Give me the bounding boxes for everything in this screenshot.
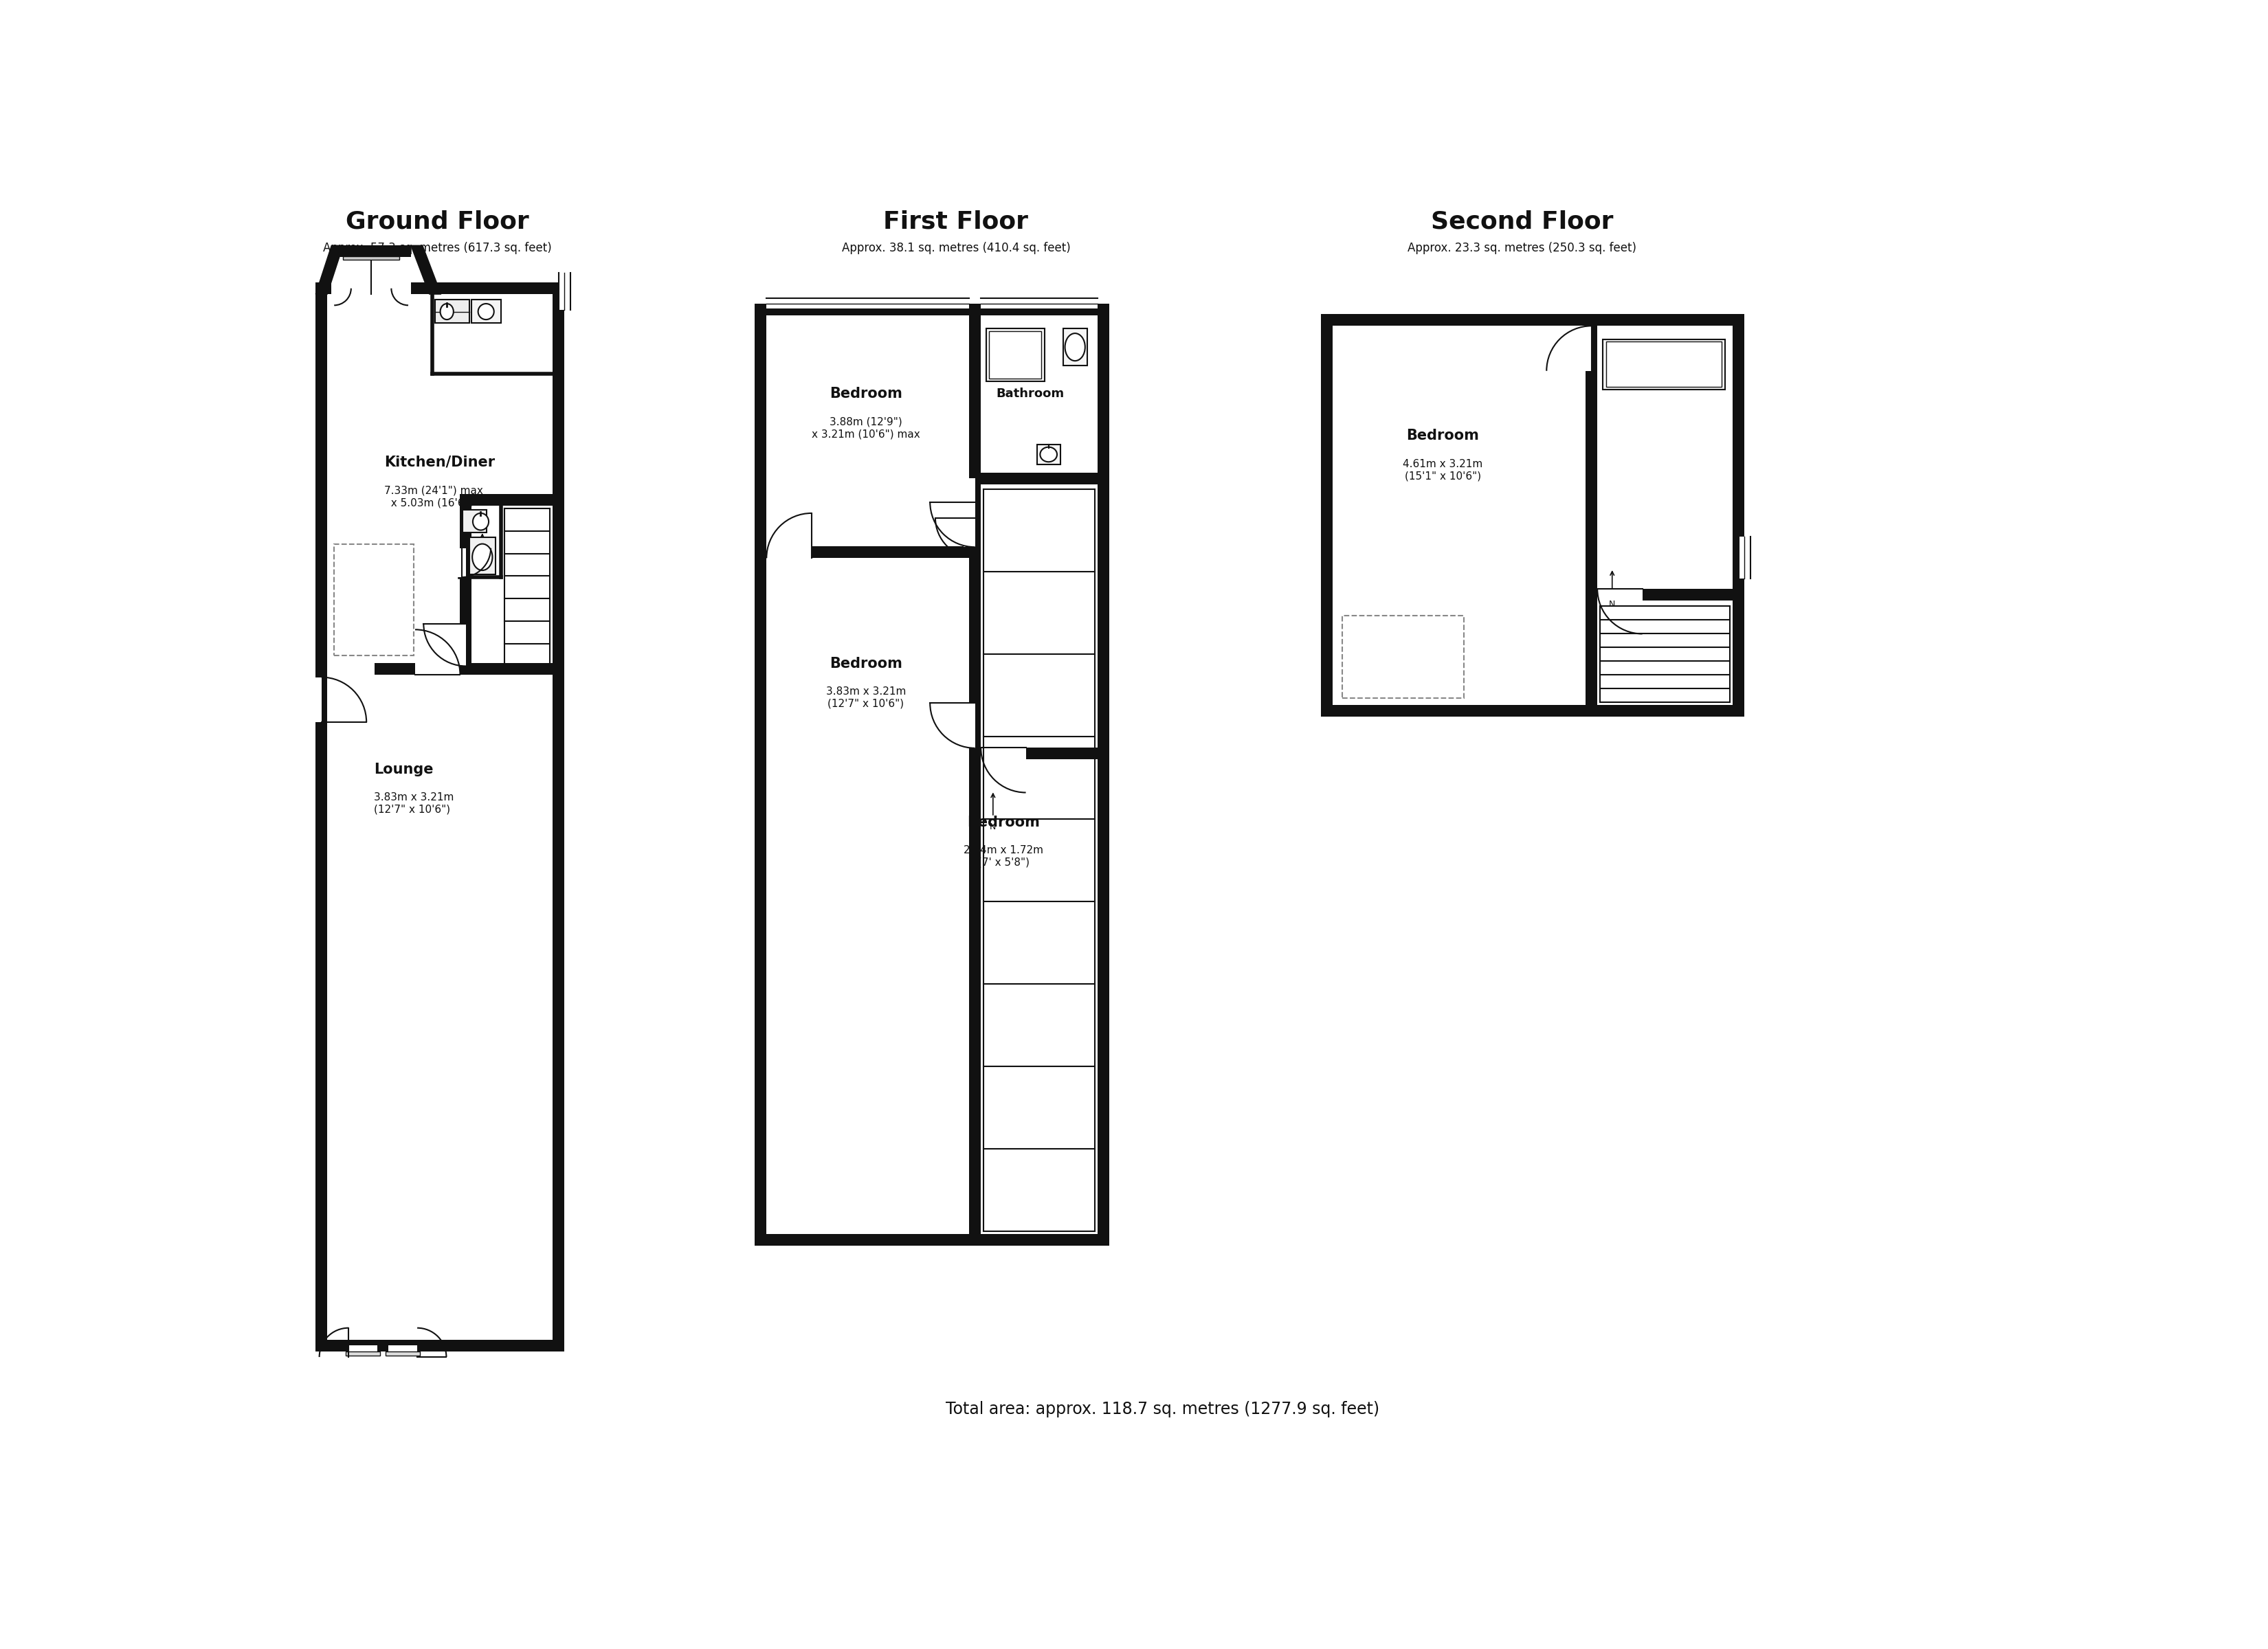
- Bar: [1603, 340, 1726, 389]
- Bar: [1343, 615, 1465, 698]
- Bar: [315, 282, 331, 294]
- Bar: [388, 1346, 417, 1357]
- Bar: [454, 547, 465, 577]
- Bar: [469, 538, 494, 574]
- Bar: [315, 663, 565, 674]
- Text: Approx. 57.3 sq. metres (617.3 sq. feet): Approx. 57.3 sq. metres (617.3 sq. feet): [322, 242, 551, 254]
- Bar: [755, 303, 767, 1245]
- Bar: [767, 298, 968, 310]
- Bar: [989, 331, 1041, 379]
- Polygon shape: [411, 246, 440, 294]
- Text: 3.83m x 3.21m
(12'7" x 10'6"): 3.83m x 3.21m (12'7" x 10'6"): [826, 686, 905, 709]
- Ellipse shape: [440, 303, 454, 320]
- Text: En-suite: En-suite: [1610, 378, 1667, 389]
- Text: N: N: [989, 823, 996, 831]
- Bar: [987, 328, 1046, 381]
- Bar: [1597, 589, 1642, 600]
- Ellipse shape: [472, 513, 488, 529]
- Text: Approx. 38.1 sq. metres (410.4 sq. feet): Approx. 38.1 sq. metres (410.4 sq. feet): [841, 242, 1070, 254]
- Bar: [980, 747, 1025, 759]
- Bar: [1098, 303, 1109, 1245]
- Text: 7.33m (24'1") max
  x 5.03m (16'6"): 7.33m (24'1") max x 5.03m (16'6"): [386, 486, 483, 508]
- Bar: [1740, 536, 1751, 579]
- Bar: [964, 478, 975, 518]
- Text: Lounge: Lounge: [374, 762, 433, 777]
- Text: 3.83m x 3.21m
(12'7" x 10'6"): 3.83m x 3.21m (12'7" x 10'6"): [374, 793, 454, 815]
- Bar: [1581, 327, 1592, 371]
- Bar: [964, 702, 975, 749]
- Bar: [964, 501, 975, 547]
- Ellipse shape: [1041, 447, 1057, 462]
- Text: Total area: approx. 118.7 sq. metres (1277.9 sq. feet): Total area: approx. 118.7 sq. metres (12…: [946, 1402, 1379, 1418]
- Text: Bedroom: Bedroom: [830, 388, 903, 401]
- Bar: [460, 495, 565, 506]
- Bar: [755, 546, 968, 557]
- Text: Ground Floor: Ground Floor: [345, 209, 528, 234]
- Bar: [767, 546, 812, 557]
- Bar: [980, 298, 1098, 310]
- Text: Bedroom: Bedroom: [966, 815, 1041, 829]
- Bar: [463, 510, 488, 533]
- Bar: [1064, 328, 1086, 366]
- Bar: [386, 1351, 420, 1355]
- Ellipse shape: [479, 303, 494, 320]
- Bar: [553, 282, 565, 1351]
- Bar: [411, 282, 565, 294]
- Text: Bedroom: Bedroom: [830, 656, 903, 669]
- Bar: [1320, 315, 1334, 716]
- Text: N: N: [1608, 600, 1615, 608]
- Bar: [454, 623, 465, 666]
- Bar: [755, 303, 1109, 315]
- Text: Bedroom: Bedroom: [1406, 429, 1479, 444]
- Text: N: N: [479, 562, 485, 572]
- Bar: [342, 256, 399, 261]
- Ellipse shape: [472, 544, 492, 571]
- Bar: [415, 663, 460, 674]
- Bar: [968, 303, 980, 1245]
- Bar: [1606, 341, 1721, 388]
- Text: 4.61m x 3.21m
(15'1" x 10'6"): 4.61m x 3.21m (15'1" x 10'6"): [1404, 458, 1483, 482]
- Text: Approx. 23.3 sq. metres (250.3 sq. feet): Approx. 23.3 sq. metres (250.3 sq. feet): [1408, 242, 1637, 254]
- Bar: [331, 246, 411, 257]
- Text: Bathroom: Bathroom: [996, 388, 1064, 399]
- Bar: [968, 473, 1109, 485]
- Bar: [472, 300, 501, 323]
- Bar: [315, 1339, 565, 1351]
- Bar: [333, 544, 413, 656]
- Bar: [435, 300, 469, 323]
- Bar: [345, 1351, 381, 1355]
- Text: 2.14m x 1.72m
(7' x 5'8"): 2.14m x 1.72m (7' x 5'8"): [964, 846, 1043, 867]
- Bar: [1320, 315, 1744, 327]
- Bar: [311, 678, 322, 722]
- Bar: [315, 282, 327, 1351]
- Bar: [460, 495, 472, 669]
- Bar: [1036, 445, 1059, 465]
- Bar: [1733, 315, 1744, 716]
- Text: 3.88m (12'9")
x 3.21m (10'6") max: 3.88m (12'9") x 3.21m (10'6") max: [812, 417, 921, 439]
- Text: Kitchen/Diner: Kitchen/Diner: [386, 455, 494, 470]
- Text: First Floor: First Floor: [885, 209, 1027, 234]
- Bar: [327, 663, 374, 674]
- Polygon shape: [315, 246, 342, 294]
- Text: Second Floor: Second Floor: [1431, 209, 1613, 234]
- Bar: [1585, 589, 1744, 600]
- Bar: [968, 747, 1098, 759]
- Bar: [755, 1233, 1109, 1245]
- Ellipse shape: [1066, 333, 1084, 361]
- Bar: [1320, 704, 1744, 716]
- Bar: [349, 1346, 376, 1357]
- Bar: [558, 274, 569, 310]
- Bar: [1585, 315, 1597, 716]
